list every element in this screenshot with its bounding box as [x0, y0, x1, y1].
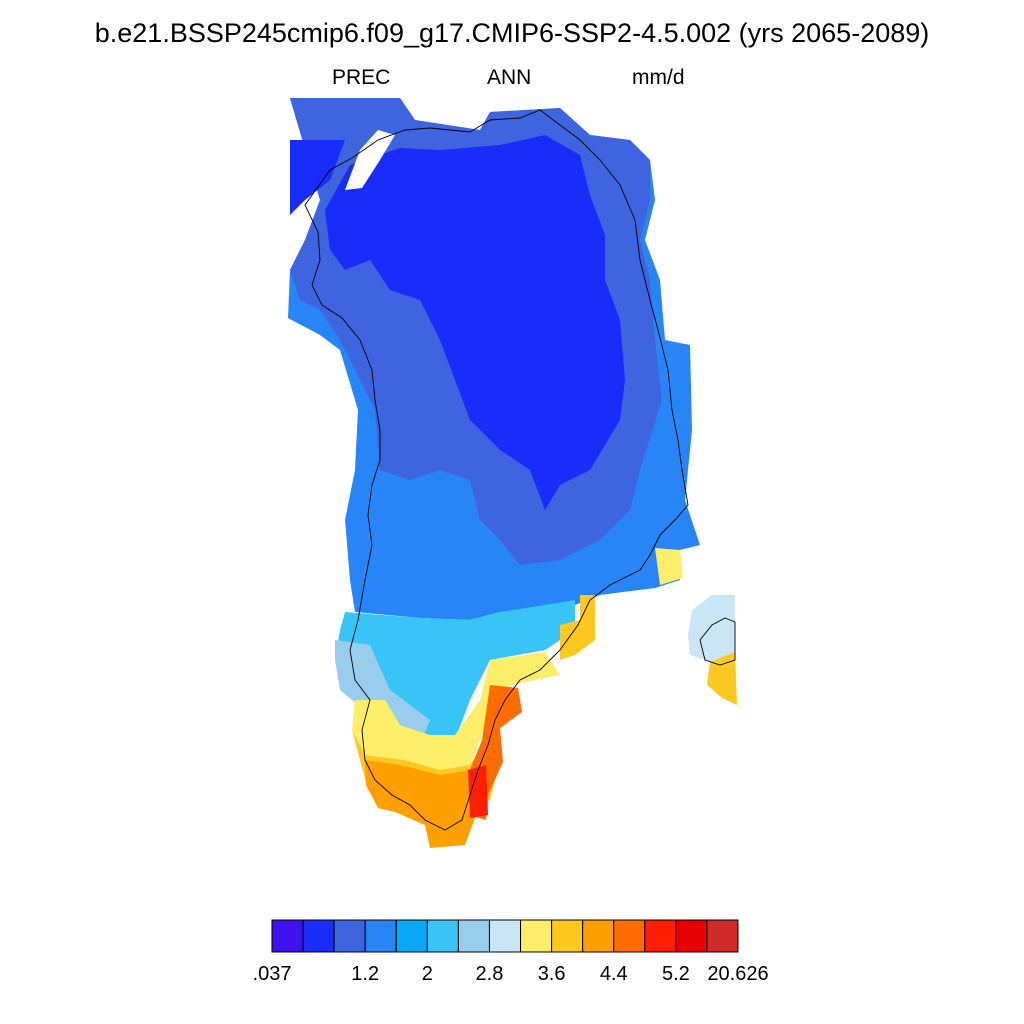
colorbar-box	[364, 919, 397, 953]
colorbar-box	[395, 919, 428, 953]
field-region-orange	[365, 760, 478, 848]
colorbar-box	[551, 919, 584, 953]
coastline-greenland	[304, 109, 689, 831]
colorbar-label: 3.6	[538, 963, 566, 985]
field-region-core	[325, 135, 625, 510]
colorbar-boxes	[271, 919, 739, 953]
field-region-se-yellow	[655, 548, 683, 585]
colorbar-label: 20.626	[707, 963, 768, 985]
field-region-red	[468, 765, 488, 818]
colorbar-label: 1.2	[351, 963, 379, 985]
coastline	[304, 109, 736, 831]
colorbar-box	[582, 919, 615, 953]
variable-label: PREC	[332, 66, 391, 89]
colorbar-box	[675, 919, 708, 953]
field-region-crack	[345, 130, 395, 190]
colorbar-box	[644, 919, 677, 953]
colorbar-label: 2.8	[476, 963, 504, 985]
colorbar-label: 5.2	[662, 963, 690, 985]
colorbar-label: 2	[422, 963, 433, 985]
colorbar-box	[488, 919, 522, 953]
iceland-field-south	[707, 652, 737, 705]
colorbar-box	[271, 919, 304, 953]
coastline-iceland	[699, 617, 736, 666]
colorbar-box	[333, 919, 366, 953]
season-label: ANN	[487, 66, 532, 89]
field-region-se-gold	[560, 595, 595, 660]
units-label: mm/d	[632, 66, 685, 89]
colorbar-box	[302, 919, 335, 953]
field-region-strip	[290, 140, 345, 215]
colorbar-labels: .037 1.2 2 2.8 3.6 4.4 5.2 20.626	[253, 963, 769, 985]
colorbar-box	[706, 919, 739, 953]
colorbar-box	[613, 919, 646, 953]
field-region-south-pale	[335, 640, 430, 745]
colorbar-box	[457, 919, 490, 953]
iceland-field	[688, 595, 735, 662]
colorbar-box	[520, 919, 553, 953]
colorbar-label: 4.4	[600, 963, 628, 985]
field-region-yellow	[352, 652, 560, 770]
colorbar-label: .037	[253, 963, 292, 985]
colorbar-box	[426, 919, 459, 953]
greenland-field	[288, 98, 737, 848]
plot-title: b.e21.BSSP245cmip6.f09_g17.CMIP6-SSP2-4.…	[94, 18, 930, 48]
